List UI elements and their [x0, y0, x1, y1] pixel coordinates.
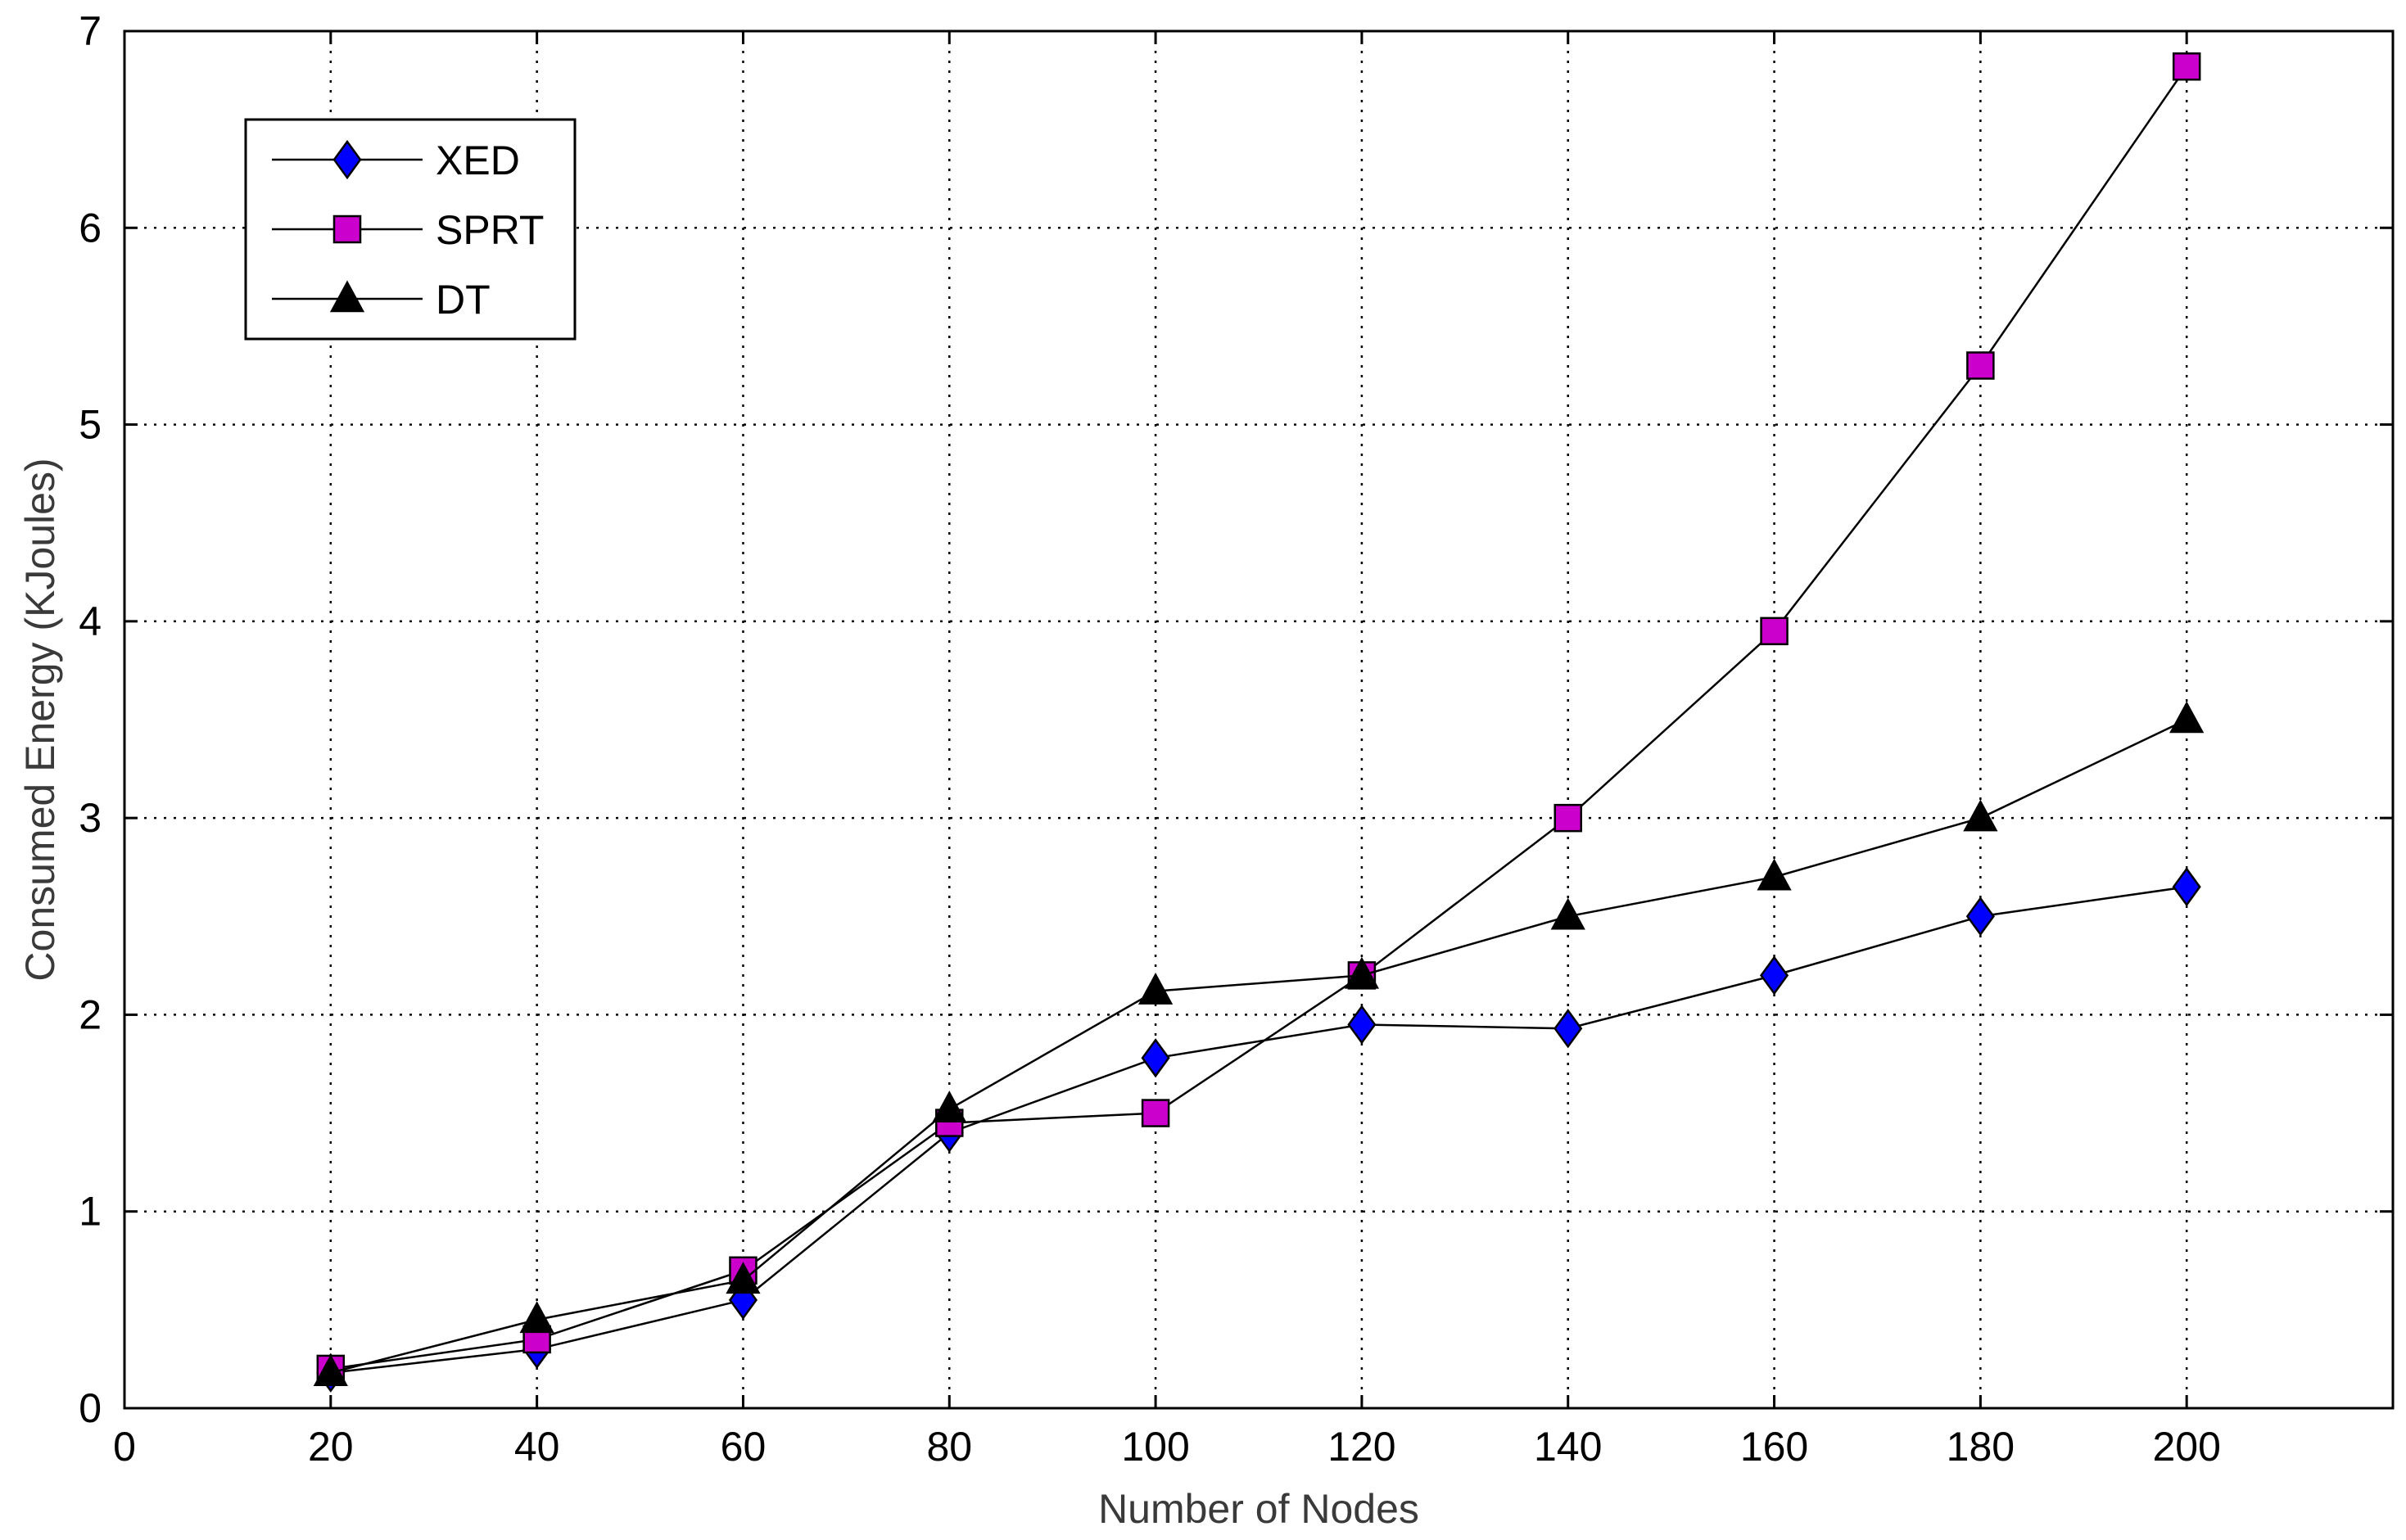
plot-area-frame — [123, 29, 2395, 1410]
x-tick-label: 120 — [1327, 1424, 1395, 1470]
data-point-dt — [519, 1301, 554, 1334]
x-tick-label: 200 — [2152, 1424, 2220, 1470]
series-line-xed — [330, 886, 2187, 1374]
x-tick-label: 0 — [113, 1424, 136, 1470]
series-line-dt — [330, 718, 2187, 1374]
data-series — [313, 52, 2205, 1393]
y-tick-label: 3 — [79, 795, 102, 841]
data-point-dt — [1963, 799, 1998, 832]
data-point-xed — [1347, 1005, 1377, 1045]
data-point-dt — [1344, 956, 1380, 989]
data-point-sprt — [1141, 1099, 1170, 1127]
x-tick-label: 180 — [1947, 1424, 2015, 1470]
x-tick-label: 160 — [1740, 1424, 1808, 1470]
series-dt — [313, 701, 2205, 1386]
data-point-xed — [1965, 896, 1995, 937]
data-point-dt — [313, 1354, 348, 1386]
series-line-sprt — [330, 65, 2188, 1371]
x-tick-label: 60 — [721, 1424, 767, 1470]
axis-ticks: 0 20 40 60 80 100 120 140 160 180 200 0 1 2 3 4 5 6 7 — [79, 8, 2393, 1470]
legend-item-xed: XED — [272, 138, 520, 183]
data-point-xed — [2172, 867, 2201, 907]
legend-label-xed: XED — [436, 138, 520, 183]
data-point-sprt — [1966, 351, 1995, 380]
series-sprt — [316, 52, 2201, 1384]
legend: XED SPRT DT — [244, 118, 577, 341]
legend-marker-xed — [332, 139, 362, 180]
x-tick-label: 80 — [926, 1424, 972, 1470]
data-point-dt — [1137, 972, 1174, 1005]
legend-label-sprt: SPRT — [436, 207, 544, 253]
legend-item-dt: DT — [272, 277, 491, 323]
data-point-dt — [1757, 858, 1792, 891]
y-tick-label: 2 — [79, 991, 102, 1037]
x-tick-label: 40 — [514, 1424, 560, 1470]
y-tick-label: 5 — [79, 402, 102, 448]
x-axis-title: Number of Nodes — [1098, 1486, 1419, 1532]
data-point-dt — [932, 1091, 967, 1123]
data-point-dt — [1550, 897, 1585, 930]
x-tick-label: 20 — [308, 1424, 354, 1470]
series-xed — [316, 867, 2201, 1393]
data-point-sprt — [1553, 803, 1582, 833]
data-point-xed — [1141, 1038, 1170, 1078]
y-tick-label: 4 — [79, 598, 102, 644]
y-tick-label: 7 — [79, 8, 102, 54]
y-tick-label: 6 — [79, 205, 102, 251]
x-tick-label: 140 — [1534, 1424, 1602, 1470]
y-tick-label: 0 — [79, 1385, 102, 1431]
x-tick-label: 100 — [1121, 1424, 1189, 1470]
data-point-dt — [726, 1262, 761, 1294]
data-point-dt — [2169, 701, 2205, 734]
data-point-sprt — [2172, 52, 2201, 81]
data-point-xed — [1553, 1009, 1583, 1049]
legend-item-sprt: SPRT — [272, 207, 544, 253]
data-point-sprt — [1760, 616, 1789, 646]
legend-marker-sprt — [332, 215, 362, 244]
data-point-xed — [1759, 955, 1789, 996]
y-tick-label: 1 — [79, 1189, 102, 1235]
legend-label-dt: DT — [436, 277, 491, 323]
legend-marker-dt — [329, 280, 365, 313]
y-axis-title: Consumed Energy (KJoules) — [17, 458, 63, 981]
